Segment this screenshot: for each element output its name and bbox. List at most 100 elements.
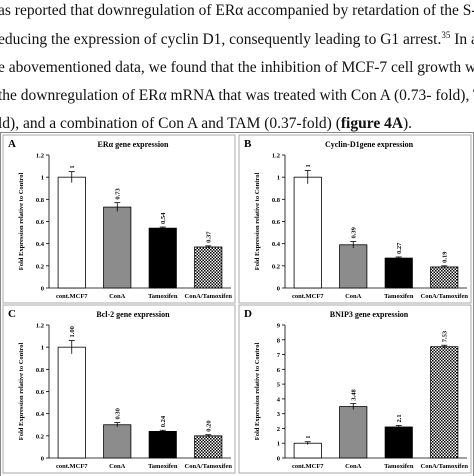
value-label: 1.00 [69, 326, 76, 337]
value-label: 0.30 [114, 408, 121, 419]
text: educing the expression of cyclin D1, con… [0, 31, 442, 49]
y-axis-label: Fold Expression relative to Control [18, 173, 25, 271]
figure: A ERα gene expression Fold Expression rela… [0, 132, 474, 476]
panel-frame [238, 134, 472, 304]
x-tick-label: ConA/Tamoxifen [185, 463, 233, 470]
y-tick-label: 0.6 [36, 389, 45, 396]
bar [194, 435, 223, 459]
panel-frame [2, 304, 236, 474]
y-tick-label: 3 [277, 411, 281, 418]
y-tick-label: 6 [277, 367, 281, 374]
x-tick-label: ConA [109, 293, 126, 300]
value-label: 1 [69, 165, 76, 168]
y-tick-label: 0.6 [36, 219, 45, 226]
x-tick-label: ConA [345, 463, 362, 470]
text: ). [403, 115, 413, 132]
bar [384, 426, 413, 459]
value-label: 1 [305, 164, 312, 167]
panel-frame [2, 134, 236, 304]
y-tick-label: 5 [277, 382, 281, 389]
panel-letter: B [244, 138, 252, 150]
bar [148, 227, 177, 289]
panel-title: Bcl-2 gene expression [96, 310, 170, 319]
bar [339, 406, 368, 459]
text-line: educing the expression of cyclin D1, con… [0, 30, 474, 49]
text-line: the downregulation of ERα mRNA that was … [0, 87, 474, 105]
panel-frame [238, 304, 472, 474]
bar [430, 266, 459, 289]
y-tick-label: 9 [277, 323, 281, 330]
bar [430, 346, 459, 459]
y-axis-label: Fold Expression relative to Control [18, 343, 25, 441]
bar [103, 424, 132, 459]
panel-title: Cyclin-D1gene expression [325, 140, 414, 149]
y-tick-label: 0.4 [272, 241, 281, 248]
text-line: e abovementioned data, we found that the… [0, 59, 474, 77]
y-tick-label: 0.6 [272, 219, 281, 226]
y-tick-label: 0.2 [36, 263, 44, 270]
bar [103, 206, 132, 289]
y-tick-label: 1.2 [272, 153, 280, 160]
y-tick-label: 0.8 [272, 197, 281, 204]
panel-letter: C [8, 308, 16, 320]
value-label: 0.37 [205, 231, 212, 243]
panel-title: BNIP3 gene expression [330, 310, 409, 319]
y-tick-label: 0.4 [36, 411, 45, 418]
value-label: 0.39 [350, 226, 357, 238]
x-tick-label: ConA [109, 463, 126, 470]
y-tick-label: 0 [277, 286, 280, 293]
x-tick-label: ConA [345, 293, 362, 300]
value-label: 0.24 [160, 415, 167, 427]
bar [194, 246, 223, 289]
panel-title: ERα gene expression [98, 140, 170, 149]
value-label: 0.73 [114, 188, 121, 200]
y-tick-label: 0 [41, 456, 44, 463]
y-tick-label: 4 [277, 396, 281, 403]
bar [57, 176, 86, 289]
y-tick-label: 0.4 [36, 241, 45, 248]
x-tick-label: Tamoxifen [384, 293, 414, 300]
bar [293, 176, 322, 289]
y-tick-label: 7 [277, 352, 281, 359]
text: the downregulation of ERα mRNA that was … [0, 87, 474, 104]
y-tick-label: 1 [277, 441, 280, 448]
text: e abovementioned data, we found that the… [0, 59, 474, 76]
x-tick-label: Tamoxifen [384, 463, 414, 470]
value-label: 0.20 [205, 420, 212, 431]
bar [339, 244, 368, 289]
y-axis-label: Fold Expression relative to Control [254, 343, 261, 441]
value-label: 7.53 [441, 330, 448, 342]
x-tick-label: Tamoxifen [148, 293, 178, 300]
y-tick-label: 1 [41, 175, 44, 182]
bar [384, 257, 413, 289]
text: In agreement wi [454, 31, 474, 49]
bar [148, 430, 177, 459]
text-line: as reported that downregulation of ERα a… [0, 2, 474, 20]
x-tick-label: cont.MCF7 [56, 463, 88, 470]
y-tick-label: 2 [277, 426, 280, 433]
text: as reported that downregulation of ERα a… [0, 2, 474, 19]
x-tick-label: cont.MCF7 [292, 293, 324, 300]
y-tick-label: 0 [41, 286, 44, 293]
y-axis-label: Fold Expression relative to Control [254, 173, 261, 271]
text-line: ld), and a combination of Con A and TAM … [0, 115, 412, 133]
y-tick-label: 1 [41, 345, 44, 352]
y-tick-label: 0.2 [36, 433, 44, 440]
y-tick-label: 0 [277, 456, 280, 463]
text: ld), and a combination of Con A and TAM … [0, 115, 341, 132]
value-label: 0.54 [160, 212, 167, 224]
y-tick-label: 1 [277, 175, 280, 182]
value-label: 3.48 [350, 388, 357, 400]
y-tick-label: 1.2 [36, 323, 44, 330]
y-tick-label: 8 [277, 337, 281, 344]
x-tick-label: ConA/Tamoxifen [421, 293, 469, 300]
y-tick-label: 0.8 [36, 197, 45, 204]
x-tick-label: Tamoxifen [148, 463, 178, 470]
value-label: 0.27 [396, 242, 403, 254]
x-tick-label: cont.MCF7 [56, 293, 88, 300]
x-tick-label: cont.MCF7 [292, 463, 324, 470]
value-label: 0.19 [441, 251, 448, 263]
x-tick-label: ConA/Tamoxifen [185, 293, 233, 300]
x-tick-label: ConA/Tamoxifen [421, 463, 469, 470]
